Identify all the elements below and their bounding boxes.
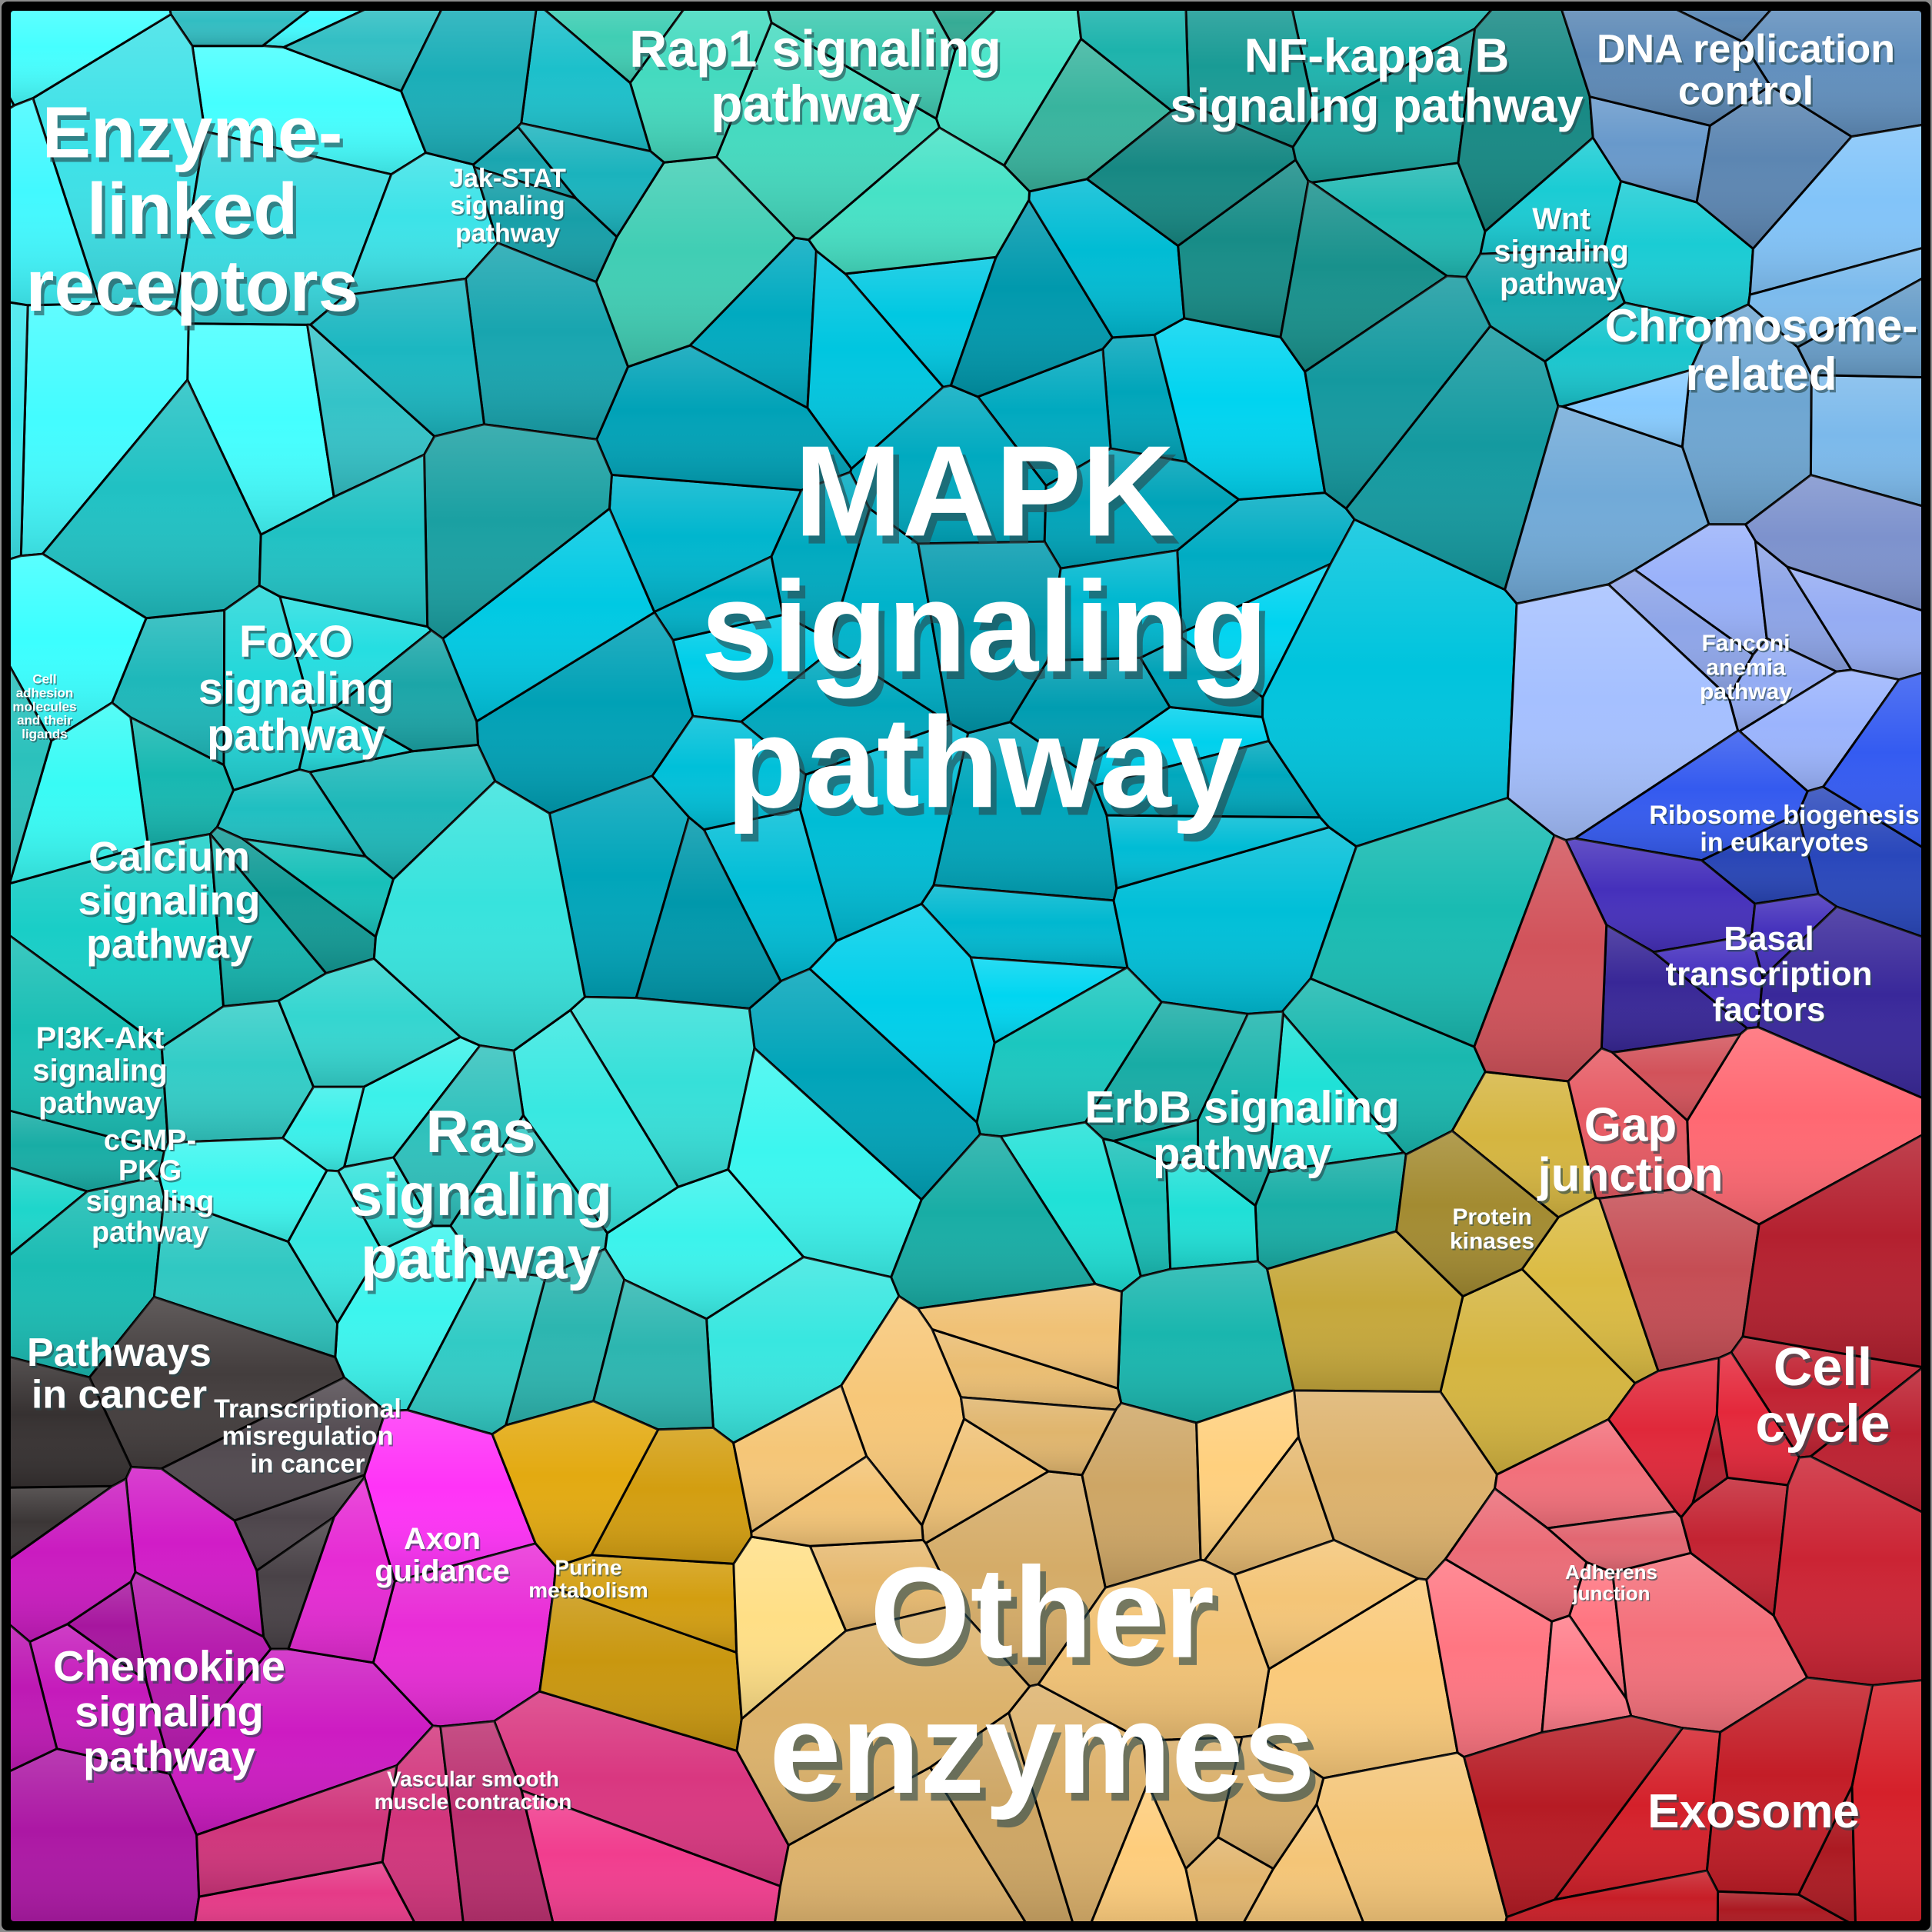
svg-text:Exosome: Exosome [1647, 1785, 1860, 1838]
